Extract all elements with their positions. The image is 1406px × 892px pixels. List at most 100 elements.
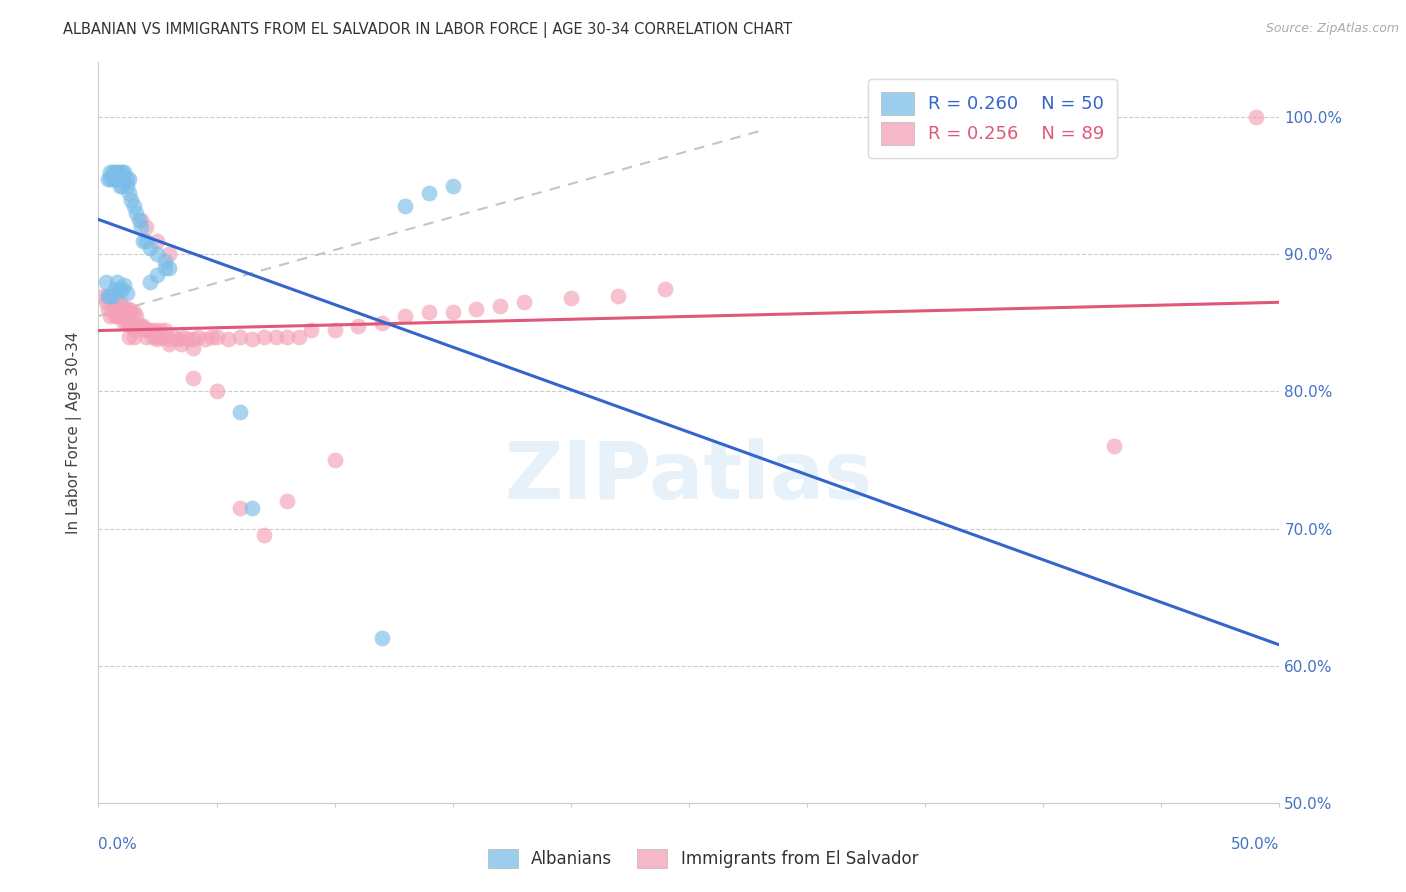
Point	[201, 329, 224, 343]
Point	[111, 172, 134, 186]
Text: ALBANIAN VS IMMIGRANTS FROM EL SALVADOR IN LABOR FORCE | AGE 30-34 CORRELATION C: ALBANIAN VS IMMIGRANTS FROM EL SALVADOR …	[63, 22, 793, 38]
Point	[97, 288, 120, 302]
Point	[111, 309, 134, 323]
Point	[139, 275, 162, 289]
Point	[187, 329, 209, 343]
Point	[122, 318, 145, 333]
Point	[98, 309, 121, 323]
Point	[112, 302, 135, 317]
Point	[129, 318, 152, 333]
Point	[489, 300, 512, 314]
Point	[115, 316, 138, 330]
Point	[157, 332, 180, 346]
Point	[441, 178, 464, 193]
Point	[163, 329, 186, 343]
Point	[170, 336, 193, 351]
Point	[264, 329, 287, 343]
Point	[115, 178, 138, 193]
Point	[153, 323, 176, 337]
Point	[122, 305, 145, 319]
Point	[177, 332, 200, 346]
Point	[139, 323, 162, 337]
Point	[91, 288, 114, 302]
Point	[125, 309, 148, 323]
Point	[97, 172, 120, 186]
Point	[98, 288, 121, 302]
Point	[371, 316, 394, 330]
Point	[441, 305, 464, 319]
Point	[157, 336, 180, 351]
Point	[101, 288, 124, 302]
Point	[121, 193, 143, 207]
Point	[118, 316, 141, 330]
Point	[394, 199, 416, 213]
Point	[135, 329, 157, 343]
Point	[98, 288, 121, 302]
Y-axis label: In Labor Force | Age 30-34: In Labor Force | Age 30-34	[66, 331, 83, 534]
Point	[135, 234, 157, 248]
Point	[149, 323, 172, 337]
Point	[142, 329, 165, 343]
Point	[105, 275, 128, 289]
Point	[94, 295, 117, 310]
Text: ZIPatlas: ZIPatlas	[505, 438, 873, 516]
Point	[607, 288, 630, 302]
Text: 0.0%: 0.0%	[98, 837, 138, 852]
Point	[157, 247, 180, 261]
Point	[111, 282, 134, 296]
Point	[167, 332, 190, 346]
Point	[105, 172, 128, 186]
Point	[347, 318, 370, 333]
Point	[108, 282, 131, 296]
Point	[654, 282, 676, 296]
Point	[101, 165, 124, 179]
Point	[323, 323, 346, 337]
Point	[146, 332, 169, 346]
Point	[146, 268, 169, 282]
Point	[118, 329, 141, 343]
Point	[181, 371, 204, 385]
Point	[125, 206, 148, 220]
Point	[101, 288, 124, 302]
Point	[115, 302, 138, 317]
Point	[111, 302, 134, 317]
Point	[98, 165, 121, 179]
Point	[157, 261, 180, 276]
Point	[143, 323, 166, 337]
Point	[112, 277, 135, 292]
Point	[132, 234, 155, 248]
Point	[121, 305, 143, 319]
Point	[108, 178, 131, 193]
Point	[115, 285, 138, 300]
Point	[276, 329, 298, 343]
Point	[104, 165, 127, 179]
Point	[104, 309, 127, 323]
Point	[135, 323, 157, 337]
Point	[104, 282, 127, 296]
Point	[135, 219, 157, 234]
Point	[129, 219, 152, 234]
Point	[150, 329, 173, 343]
Point	[94, 275, 117, 289]
Point	[101, 302, 124, 317]
Point	[101, 172, 124, 186]
Point	[118, 186, 141, 200]
Point	[125, 323, 148, 337]
Legend: Albanians, Immigrants from El Salvador: Albanians, Immigrants from El Salvador	[481, 842, 925, 875]
Point	[288, 329, 311, 343]
Point	[118, 172, 141, 186]
Point	[394, 309, 416, 323]
Point	[299, 323, 322, 337]
Point	[194, 332, 217, 346]
Point	[253, 528, 276, 542]
Point	[418, 186, 440, 200]
Point	[1244, 110, 1267, 124]
Point	[153, 261, 176, 276]
Point	[181, 341, 204, 355]
Point	[132, 318, 155, 333]
Point	[115, 172, 138, 186]
Point	[323, 453, 346, 467]
Point	[97, 302, 120, 317]
Point	[129, 213, 152, 227]
Point	[205, 384, 228, 399]
